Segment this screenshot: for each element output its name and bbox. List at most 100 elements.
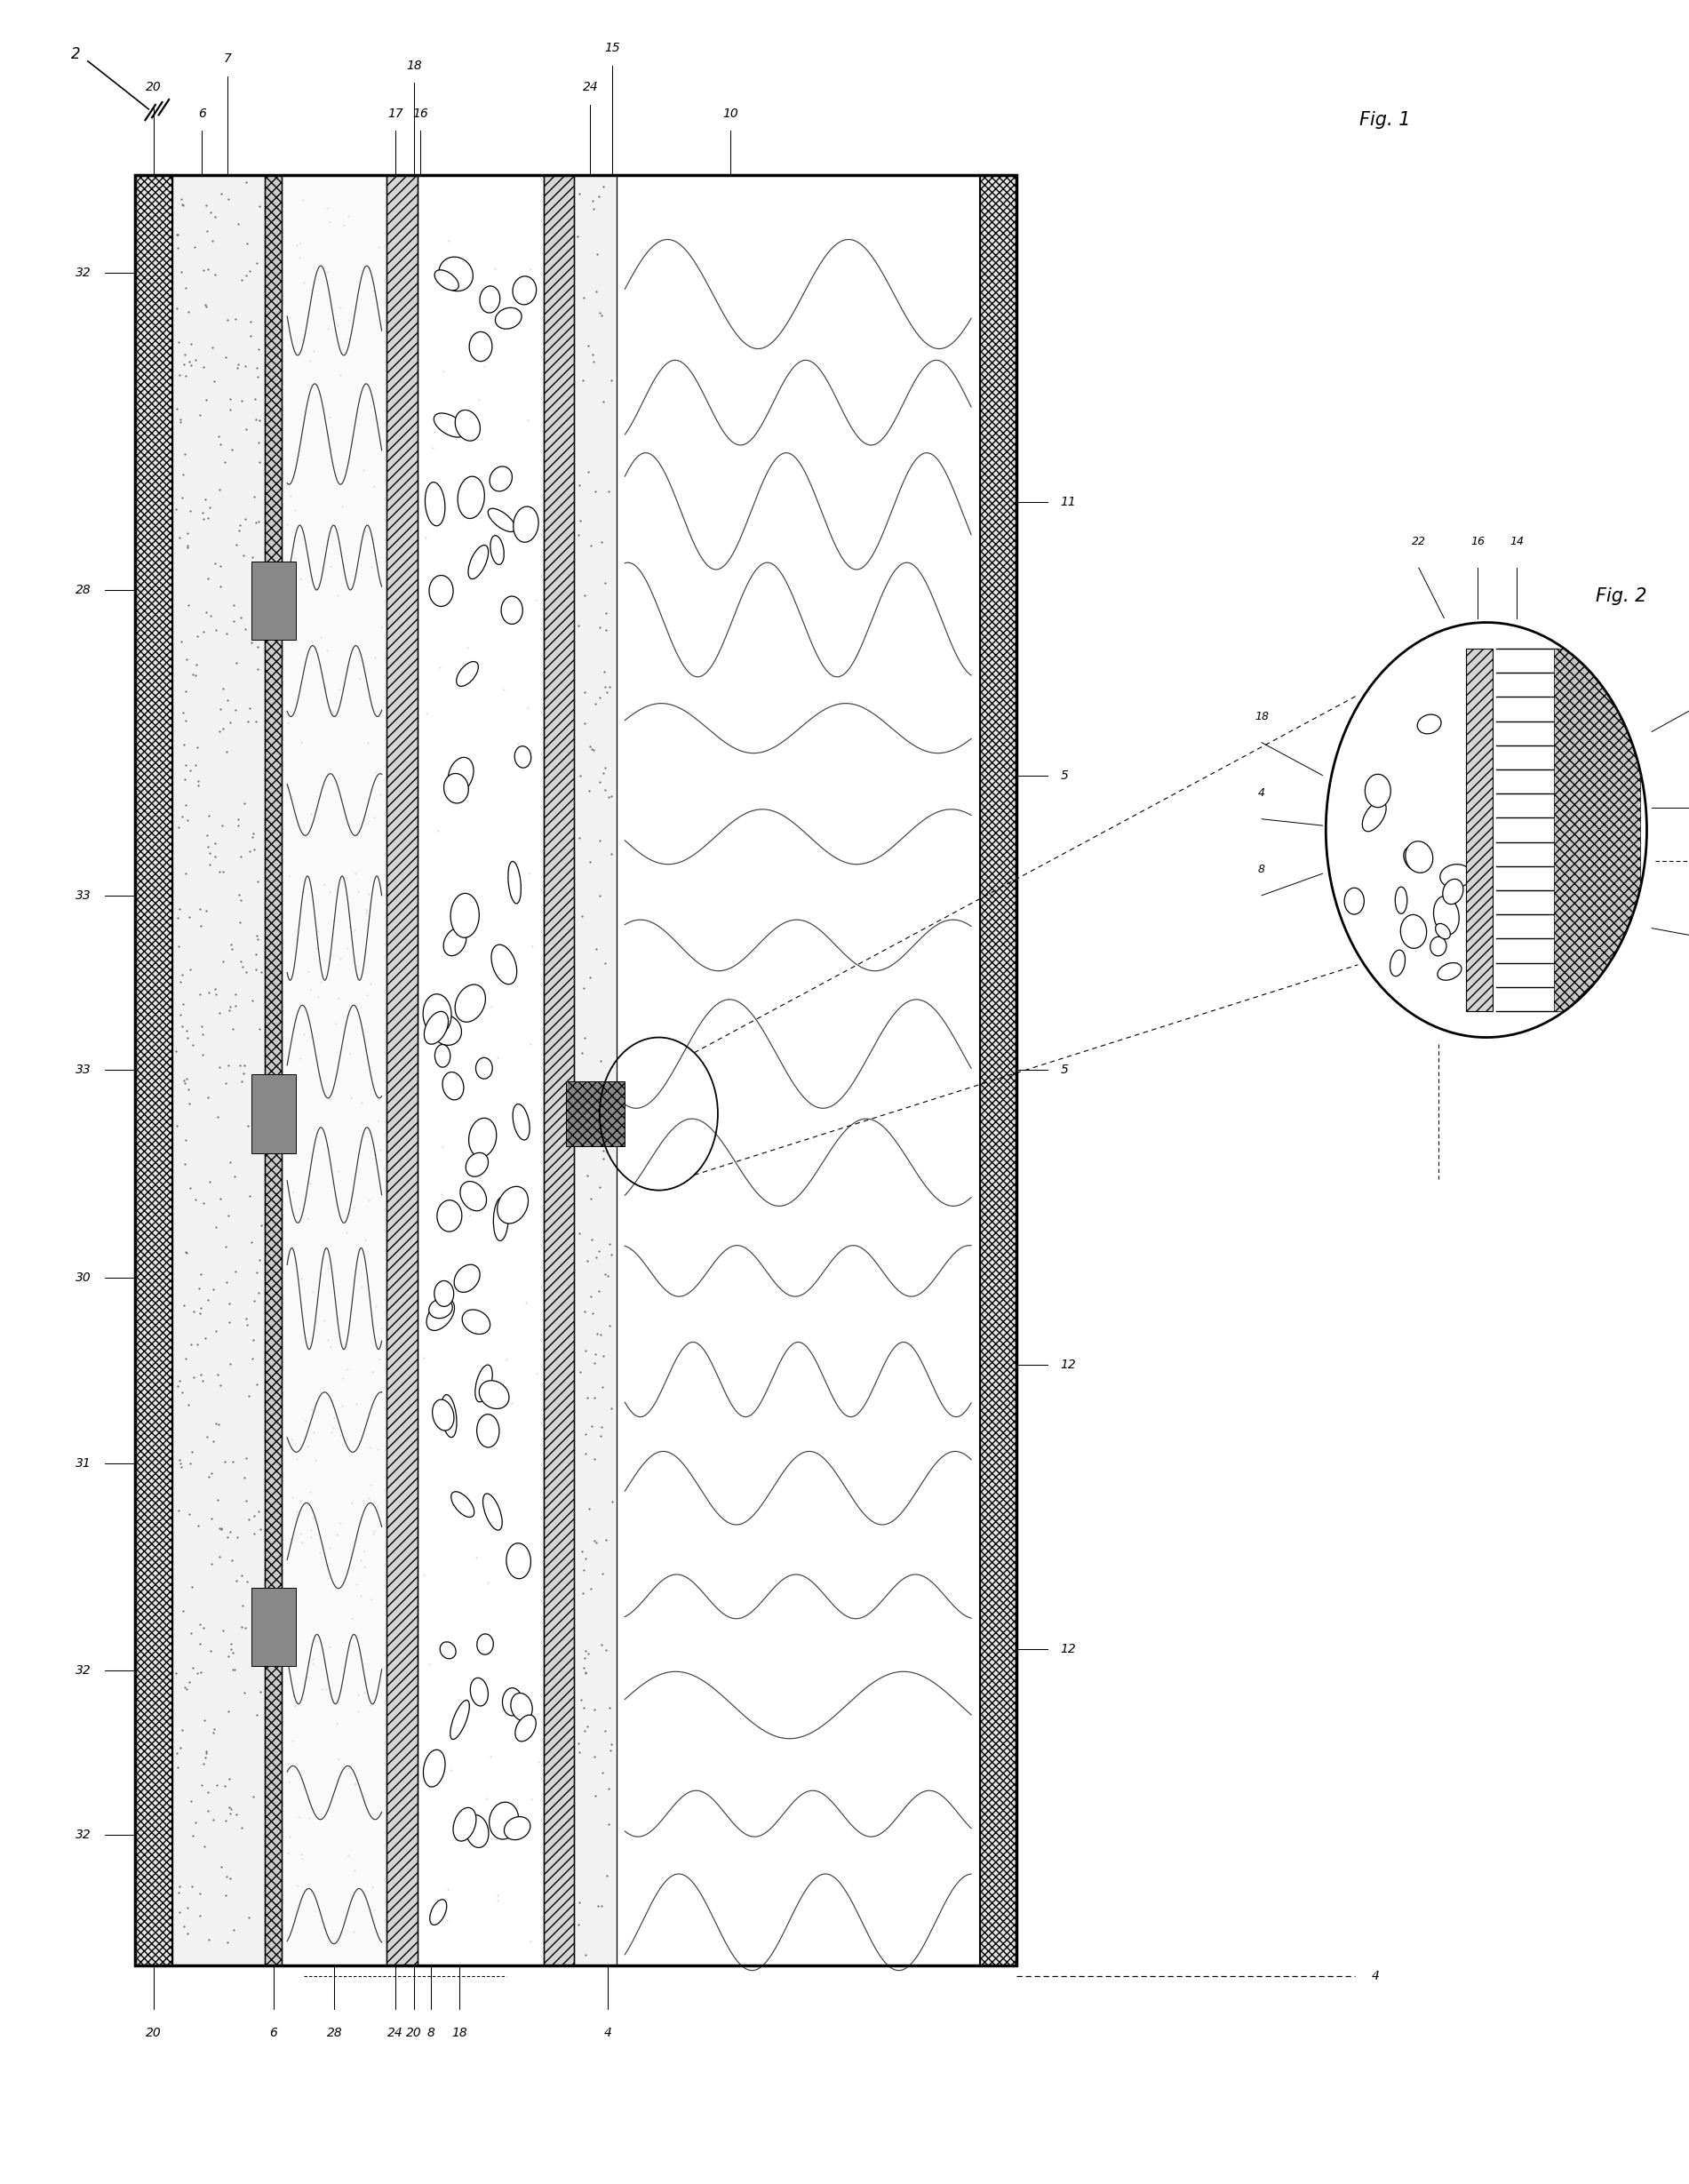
Ellipse shape <box>454 1265 480 1293</box>
Text: 20: 20 <box>405 2027 422 2040</box>
Text: 6: 6 <box>270 2027 277 2040</box>
Bar <box>417 175 544 1966</box>
Bar <box>252 1588 296 1666</box>
Ellipse shape <box>515 747 530 769</box>
Ellipse shape <box>444 773 468 804</box>
Ellipse shape <box>480 1380 508 1409</box>
Text: 31: 31 <box>76 1457 91 1470</box>
Text: 4: 4 <box>1258 786 1265 799</box>
Text: 8: 8 <box>1258 863 1265 876</box>
Ellipse shape <box>429 1900 446 1924</box>
Ellipse shape <box>448 758 473 793</box>
Text: 12: 12 <box>1061 1358 1076 1372</box>
Text: 12: 12 <box>1061 1642 1076 1655</box>
Ellipse shape <box>443 1072 464 1101</box>
Text: 5: 5 <box>1061 769 1069 782</box>
Ellipse shape <box>456 662 478 686</box>
Ellipse shape <box>1390 950 1405 976</box>
Bar <box>387 175 417 1966</box>
Ellipse shape <box>493 1197 508 1241</box>
Text: Fig. 1: Fig. 1 <box>1360 111 1410 129</box>
Text: 17: 17 <box>387 107 404 120</box>
Text: 24: 24 <box>387 2027 404 2040</box>
Ellipse shape <box>1395 887 1407 913</box>
Ellipse shape <box>490 535 503 566</box>
Ellipse shape <box>1344 889 1365 915</box>
Text: 33: 33 <box>76 889 91 902</box>
Ellipse shape <box>495 308 522 330</box>
Bar <box>616 175 980 1966</box>
Ellipse shape <box>476 1634 493 1655</box>
Ellipse shape <box>490 467 512 491</box>
Ellipse shape <box>476 1057 493 1079</box>
Ellipse shape <box>439 258 473 290</box>
Ellipse shape <box>431 1016 461 1046</box>
Text: 14: 14 <box>1510 535 1523 548</box>
Ellipse shape <box>502 1688 522 1717</box>
Text: 2: 2 <box>71 46 81 63</box>
Ellipse shape <box>1442 878 1463 904</box>
Ellipse shape <box>1404 847 1426 871</box>
Circle shape <box>1326 622 1647 1037</box>
Text: 22: 22 <box>1412 535 1426 548</box>
Ellipse shape <box>497 1186 529 1223</box>
Ellipse shape <box>515 1714 535 1741</box>
Ellipse shape <box>1441 865 1471 889</box>
Text: 8: 8 <box>427 2027 434 2040</box>
Ellipse shape <box>476 1415 500 1448</box>
Bar <box>265 175 282 1966</box>
Ellipse shape <box>470 1118 497 1158</box>
Ellipse shape <box>424 1749 446 1787</box>
Text: 18: 18 <box>405 59 422 72</box>
Ellipse shape <box>1417 714 1441 734</box>
Ellipse shape <box>429 1299 453 1319</box>
Text: 18: 18 <box>451 2027 468 2040</box>
Text: 4: 4 <box>1371 1970 1380 1983</box>
Ellipse shape <box>502 596 522 625</box>
Bar <box>252 1075 296 1153</box>
Text: 6: 6 <box>198 107 206 120</box>
Ellipse shape <box>441 1396 456 1437</box>
Ellipse shape <box>451 1492 475 1518</box>
Ellipse shape <box>432 1400 454 1431</box>
Ellipse shape <box>454 985 485 1022</box>
Text: 5: 5 <box>1061 1064 1069 1077</box>
Ellipse shape <box>451 1699 470 1738</box>
Text: 20: 20 <box>145 81 162 94</box>
Ellipse shape <box>505 1817 530 1839</box>
Ellipse shape <box>1431 937 1446 957</box>
Bar <box>566 1081 625 1147</box>
Ellipse shape <box>463 1310 490 1334</box>
Text: 15: 15 <box>605 41 620 55</box>
Ellipse shape <box>507 1544 530 1579</box>
Ellipse shape <box>422 994 451 1035</box>
Ellipse shape <box>513 275 537 304</box>
Text: 18: 18 <box>1255 710 1268 723</box>
Ellipse shape <box>434 271 459 290</box>
Ellipse shape <box>508 860 520 904</box>
Ellipse shape <box>513 1105 530 1140</box>
Bar <box>282 175 387 1966</box>
Ellipse shape <box>468 546 488 579</box>
Bar <box>135 175 1017 1966</box>
Text: 11: 11 <box>1061 496 1076 509</box>
Text: 28: 28 <box>326 2027 343 2040</box>
Ellipse shape <box>437 1201 461 1232</box>
Ellipse shape <box>491 946 517 985</box>
Text: 20: 20 <box>145 2027 162 2040</box>
Ellipse shape <box>434 413 466 437</box>
Text: 32: 32 <box>76 1828 91 1841</box>
Ellipse shape <box>466 1815 488 1848</box>
Text: 10: 10 <box>723 107 738 120</box>
Ellipse shape <box>439 1642 456 1658</box>
Bar <box>980 175 1017 1966</box>
Text: 28: 28 <box>76 583 91 596</box>
Ellipse shape <box>424 1011 448 1044</box>
Text: 16: 16 <box>1471 535 1485 548</box>
Ellipse shape <box>426 483 444 526</box>
Ellipse shape <box>470 332 491 360</box>
Bar <box>252 561 296 640</box>
Ellipse shape <box>470 1677 488 1706</box>
Ellipse shape <box>1365 773 1390 808</box>
Bar <box>135 175 172 1966</box>
